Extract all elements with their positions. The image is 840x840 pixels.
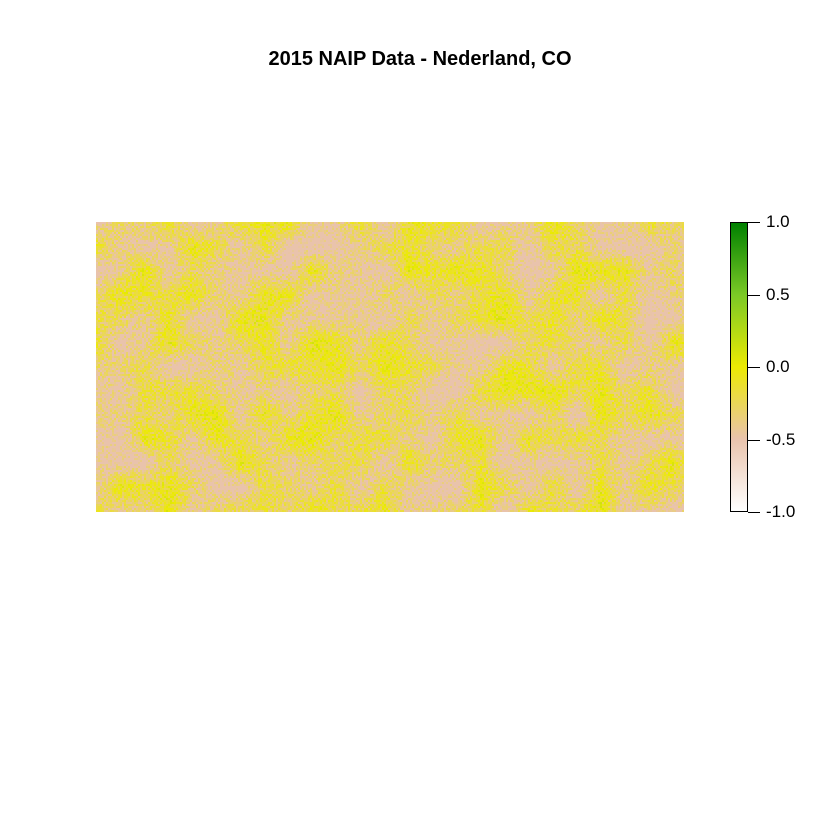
colorbar: 1.00.50.0-0.5-1.0: [730, 222, 748, 512]
colorbar-tick-label: 0.5: [748, 285, 790, 305]
colorbar-gradient: [730, 222, 748, 512]
colorbar-tick-label: -0.5: [748, 430, 795, 450]
chart-title: 2015 NAIP Data - Nederland, CO: [0, 48, 840, 71]
colorbar-tick-label: -1.0: [748, 502, 795, 522]
colorbar-tick-label: 0.0: [748, 357, 790, 377]
ndvi-raster: [96, 222, 684, 512]
colorbar-tick-label: 1.0: [748, 212, 790, 232]
ndvi-raster-canvas: [96, 222, 684, 512]
